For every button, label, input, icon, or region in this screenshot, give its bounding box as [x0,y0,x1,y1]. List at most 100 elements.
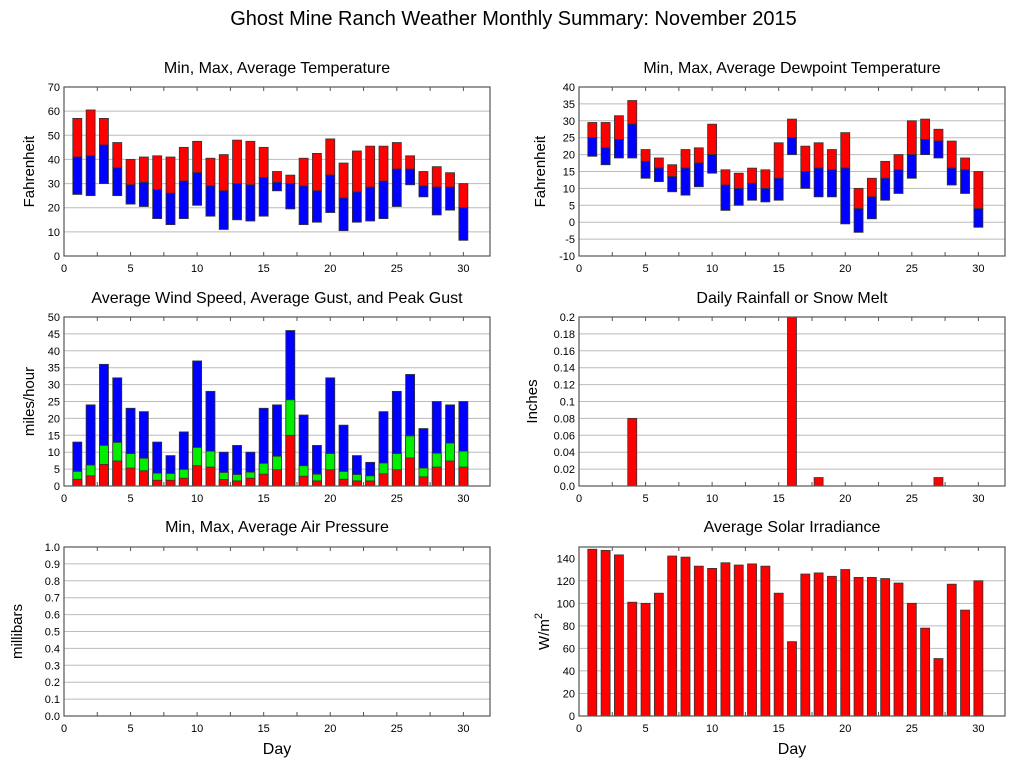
bar-avg-temperature [165,192,176,226]
bar-solar [866,577,877,717]
bar-solar [760,565,771,717]
y-tick-label: 0.9 [45,559,60,571]
bar-avg-dewpoint [720,184,731,211]
bar-max-temperature [365,145,376,188]
bar-avg-dewpoint [787,137,797,155]
x-tick-label: 25 [391,723,403,735]
y-tick-label: 10 [48,447,60,459]
chart-title: Average Wind Speed, Average Gust, and Pe… [91,290,463,307]
y-tick-label: 0.14 [554,363,575,375]
x-tick-label: 5 [128,723,134,735]
bar-avg-temperature [431,186,442,216]
x-axis-label: Day [263,741,291,758]
bar-avg-temperature [351,191,362,223]
x-tick-label: 15 [258,723,270,735]
chart-title: Min, Max, Average Air Pressure [165,519,389,536]
x-tick-label: 20 [324,263,336,275]
bar-avg-dewpoint [880,177,891,201]
x-tick-label: 15 [258,493,270,505]
bar-solar [640,602,651,717]
y-axis-label-superscript: 2 [533,613,545,619]
y-tick-label: 120 [557,576,575,588]
y-tick-label: 70 [48,82,60,94]
x-tick-label: 20 [839,263,851,275]
y-tick-label: 0.5 [45,627,60,639]
bar-average-wind-speed [152,479,163,487]
bar-solar [893,582,904,717]
x-tick-label: 10 [191,723,203,735]
chart-title: Min, Max, Average Temperature [164,60,390,77]
y-tick-label: 60 [48,106,60,118]
bar-max-temperature [338,162,349,199]
bar-solar [627,601,638,717]
y-tick-label: 40 [48,346,60,358]
bar-max-dewpoint [614,115,624,140]
bar-max-temperature [312,152,322,192]
bar-solar [720,562,731,717]
y-tick-label: 45 [48,329,60,341]
bar-average-wind-speed [285,434,296,487]
bar-avg-temperature [152,189,163,219]
bar-avg-temperature [272,181,282,192]
chart-title: Min, Max, Average Dewpoint Temperature [643,60,940,77]
bar-solar [946,583,957,717]
x-tick-label: 5 [128,493,134,505]
x-tick-label: 15 [773,723,785,735]
y-tick-label: 30 [563,116,575,128]
bar-avg-temperature [218,190,229,230]
bar-avg-dewpoint [600,147,611,166]
y-axis-label: Fahrenheit [532,135,549,208]
bar-max-dewpoint [960,157,970,171]
bar-solar [920,627,931,717]
bar-max-temperature [391,142,402,170]
bar-solar [773,592,784,717]
bar-max-dewpoint [667,164,678,177]
y-tick-label: 20 [563,150,575,162]
y-tick-label: 0.2 [560,312,575,324]
bar-avg-temperature [445,186,455,211]
chart-dewpoint: Min, Max, Average Dewpoint Temperature -1… [532,60,1006,275]
bar-max-dewpoint [773,142,784,179]
bar-max-dewpoint [707,123,718,156]
y-tick-label: 30 [48,380,60,392]
y-tick-label: 20 [563,688,575,700]
bar-average-wind-speed [272,469,282,487]
bar-avg-dewpoint [813,167,824,198]
bar-rainfall [933,477,944,487]
y-tick-label: 100 [557,598,575,610]
y-tick-label: 0.08 [554,413,575,425]
bar-solar [813,572,824,717]
bar-avg-dewpoint [827,169,837,198]
bar-average-wind-speed [258,473,269,487]
bar-solar [614,554,624,717]
y-tick-label: 0.4 [45,643,60,655]
bar-max-dewpoint [653,157,664,169]
bar-max-dewpoint [587,122,598,139]
bar-avg-dewpoint [747,182,757,201]
x-tick-label: 30 [972,723,984,735]
y-tick-label: 0.0 [45,711,60,723]
x-tick-label: 30 [972,493,984,505]
bar-max-dewpoint [827,149,837,171]
bar-max-temperature [178,146,189,182]
chart-pressure: Min, Max, Average Air Pressure 0.0 0.1 0.2 0… [9,519,491,758]
bar-avg-dewpoint [973,208,984,228]
bar-max-temperature [138,156,149,183]
bar-solar [840,569,851,717]
y-tick-label: 0.3 [45,660,60,672]
y-tick-label: 0.16 [554,346,575,358]
y-tick-label: 0.12 [554,380,575,392]
bar-average-wind-speed [245,477,256,487]
y-tick-label: 0.8 [45,576,60,588]
y-tick-label: 80 [563,621,575,633]
bar-max-dewpoint [680,149,691,169]
y-tick-label: 0.02 [554,464,575,476]
y-tick-label: 10 [48,227,60,239]
y-tick-label: 5 [569,200,575,212]
bar-max-temperature [272,171,282,183]
bar-max-dewpoint [946,140,957,169]
bar-max-temperature [405,155,416,170]
bar-max-dewpoint [933,128,944,142]
bar-rainfall [627,417,638,487]
bar-max-dewpoint [760,169,771,189]
